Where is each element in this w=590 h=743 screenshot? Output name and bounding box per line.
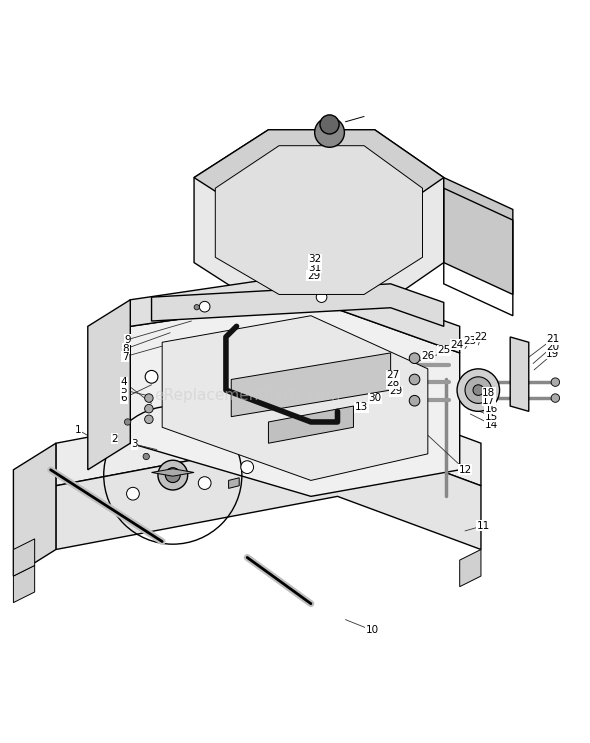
Text: 2: 2 [111, 434, 117, 444]
Text: eReplacementParts.com: eReplacementParts.com [154, 388, 340, 403]
Text: 28: 28 [386, 378, 400, 388]
Text: 3: 3 [131, 439, 138, 450]
Text: 21: 21 [546, 334, 559, 344]
Polygon shape [268, 406, 353, 444]
Circle shape [241, 461, 254, 473]
Circle shape [199, 302, 210, 312]
Text: 1: 1 [75, 425, 81, 435]
Polygon shape [56, 390, 481, 486]
Polygon shape [444, 178, 513, 294]
Polygon shape [14, 444, 56, 576]
Text: 26: 26 [421, 351, 434, 360]
Polygon shape [152, 469, 194, 476]
Circle shape [551, 378, 559, 386]
Polygon shape [14, 539, 35, 576]
Text: 13: 13 [355, 402, 368, 412]
Polygon shape [130, 299, 460, 496]
Polygon shape [510, 337, 529, 412]
Circle shape [145, 371, 158, 383]
Text: 30: 30 [368, 393, 381, 403]
Circle shape [145, 415, 153, 424]
Text: 8: 8 [123, 344, 129, 354]
Text: 14: 14 [485, 420, 498, 429]
Circle shape [409, 353, 420, 363]
Circle shape [127, 487, 139, 500]
Circle shape [194, 305, 199, 310]
Text: 16: 16 [485, 403, 498, 414]
Text: 5: 5 [120, 385, 127, 395]
Circle shape [158, 460, 188, 490]
Text: 31: 31 [309, 263, 322, 273]
Text: 12: 12 [458, 465, 471, 475]
Circle shape [145, 394, 153, 402]
Polygon shape [88, 299, 130, 470]
Circle shape [457, 369, 500, 412]
Text: 24: 24 [450, 340, 464, 350]
Text: 27: 27 [386, 370, 400, 380]
Circle shape [314, 117, 345, 147]
Text: 23: 23 [464, 336, 477, 345]
Text: 32: 32 [309, 254, 322, 265]
Text: 22: 22 [474, 332, 487, 342]
Circle shape [198, 477, 211, 490]
Polygon shape [194, 130, 444, 311]
Circle shape [145, 404, 153, 413]
Circle shape [473, 385, 484, 395]
Polygon shape [14, 565, 35, 603]
Text: 29: 29 [389, 386, 402, 396]
Polygon shape [152, 284, 444, 326]
Circle shape [124, 419, 131, 425]
Polygon shape [162, 316, 428, 481]
Circle shape [409, 395, 420, 406]
Text: 6: 6 [120, 393, 127, 403]
Text: 7: 7 [122, 351, 128, 362]
Text: 10: 10 [365, 626, 379, 635]
Text: 20: 20 [546, 342, 559, 351]
Polygon shape [56, 432, 481, 550]
Text: 29: 29 [307, 271, 320, 281]
Polygon shape [228, 478, 239, 488]
Circle shape [316, 292, 327, 302]
Circle shape [409, 374, 420, 385]
Text: 18: 18 [482, 388, 496, 398]
Text: 4: 4 [120, 377, 127, 387]
Polygon shape [130, 273, 460, 353]
Circle shape [320, 115, 339, 134]
Text: 19: 19 [546, 349, 559, 359]
Text: 25: 25 [437, 345, 450, 355]
Circle shape [165, 467, 180, 482]
Polygon shape [215, 146, 422, 294]
Text: 9: 9 [124, 334, 131, 345]
Polygon shape [460, 550, 481, 587]
Polygon shape [231, 353, 391, 417]
Polygon shape [194, 130, 444, 225]
Text: 17: 17 [482, 396, 496, 406]
Circle shape [551, 394, 559, 402]
Text: 15: 15 [485, 412, 498, 422]
Circle shape [465, 377, 491, 403]
Text: 11: 11 [477, 521, 490, 531]
Circle shape [143, 453, 149, 460]
